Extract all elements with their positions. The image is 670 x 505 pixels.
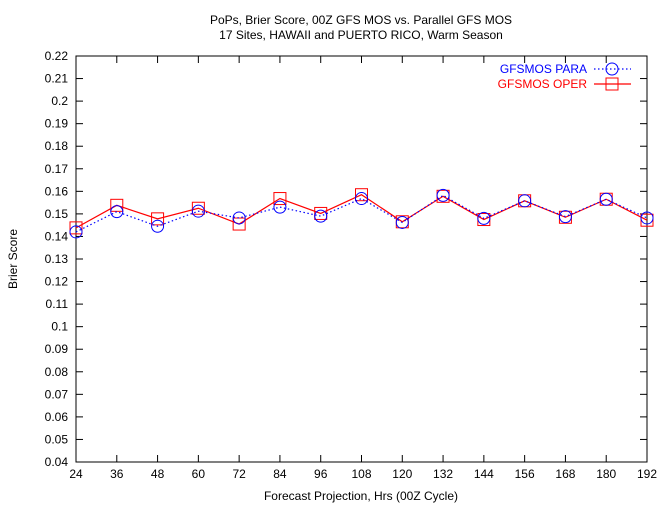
y-axis-label: Brier Score: [6, 229, 20, 289]
oper-point: [355, 188, 368, 202]
oper-point: [232, 217, 246, 231]
x-tick-label: 72: [232, 467, 246, 481]
series-line-oper: [75, 194, 648, 229]
para-point: [558, 210, 572, 224]
y-tick-label: 0.07: [45, 387, 69, 401]
x-tick-label: 84: [273, 467, 287, 481]
plot-area-frame: [75, 55, 648, 463]
x-tick-label: 60: [192, 467, 206, 481]
x-tick-label: 96: [314, 467, 328, 481]
y-tick-label: 0.15: [45, 207, 69, 221]
y-tick-label: 0.18: [45, 139, 69, 153]
oper-point: [273, 192, 287, 206]
x-tick-label: 144: [474, 467, 494, 481]
para-point: [232, 211, 246, 225]
para-point: [69, 225, 83, 239]
legend-label-para: GFSMOS PARA: [500, 62, 587, 76]
x-tick-label: 36: [110, 467, 124, 481]
x-tick-label: 24: [69, 467, 83, 481]
y-tick-label: 0.05: [45, 432, 69, 446]
y-tick-label: 0.08: [45, 365, 69, 379]
oper-point: [110, 198, 124, 212]
legend-marker-oper: [605, 77, 619, 91]
para-point: [640, 211, 654, 225]
legend-label-oper: GFSMOS OPER: [498, 77, 588, 91]
x-tick-label: 120: [392, 467, 412, 481]
x-tick-label: 132: [433, 467, 453, 481]
para-point: [518, 194, 532, 208]
y-tick-label: 0.09: [45, 342, 69, 356]
x-tick-label: 192: [637, 467, 657, 481]
x-axis: 24 36 48 60 72 84 96 108 120 132 144 156 168 180 192: [69, 56, 657, 481]
x-axis-label: Forecast Projection, Hrs (00Z Cycle): [264, 489, 458, 503]
x-tick-label: 48: [151, 467, 165, 481]
oper-point: [69, 221, 83, 235]
y-tick-label: 0.06: [45, 410, 69, 424]
x-tick-label: 156: [515, 467, 535, 481]
x-tick-label: 180: [596, 467, 616, 481]
chart-title: PoPs, Brier Score, 00Z GFS MOS vs. Paral…: [210, 13, 512, 27]
para-point: [355, 192, 368, 206]
para-point: [599, 192, 613, 206]
para-point: [314, 209, 328, 223]
x-tick-label: 168: [555, 467, 575, 481]
y-tick-label: 0.04: [45, 455, 69, 469]
series-layer: [69, 188, 654, 239]
y-tick-label: 0.13: [45, 252, 69, 266]
para-point: [395, 215, 409, 229]
y-tick-label: 0.12: [45, 275, 69, 289]
y-tick-label: 0.16: [45, 184, 69, 198]
para-point: [477, 211, 491, 225]
y-tick-label: 0.21: [45, 72, 69, 86]
legend-marker-para: [605, 62, 619, 76]
oper-point: [151, 212, 165, 226]
legend: GFSMOS PARA GFSMOS OPER: [498, 62, 631, 91]
y-tick-label: 0.17: [45, 162, 69, 176]
y-tick-label: 0.1: [51, 320, 68, 334]
y-tick-label: 0.11: [46, 297, 69, 311]
y-tick-label: 0.14: [45, 229, 69, 243]
x-tick-label: 108: [351, 467, 371, 481]
oper-point: [191, 201, 205, 215]
y-tick-label: 0.2: [51, 94, 68, 108]
para-point: [151, 219, 165, 233]
chart-subtitle: 17 Sites, HAWAII and PUERTO RICO, Warm S…: [219, 28, 503, 42]
para-point: [273, 200, 287, 214]
para-point: [191, 204, 205, 218]
para-point: [110, 205, 124, 219]
para-point: [436, 188, 450, 202]
y-axis: 0.04 0.05 0.06 0.07 0.08 0.09 0.1 0.11 0.12 0.13 0…: [45, 49, 647, 469]
y-tick-label: 0.19: [45, 117, 69, 131]
y-tick-label: 0.22: [45, 49, 69, 63]
